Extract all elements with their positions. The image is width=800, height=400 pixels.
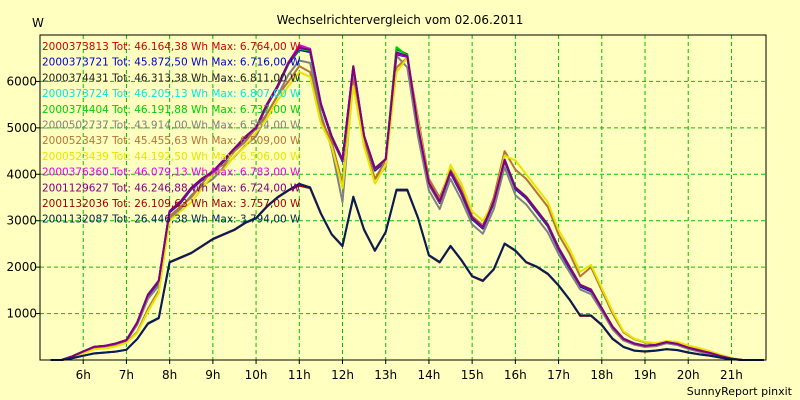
chart-title: Wechselrichtervergleich vom 02.06.2011 (277, 13, 524, 27)
series-lines (50, 44, 764, 361)
legend-entry: 2001132036 Tot: 26.109,63 Wh Max: 3.757,… (42, 198, 301, 210)
y-tick-label: 6000 (6, 74, 37, 88)
x-tick-label: 12h (331, 368, 354, 382)
legend-entry: 2000523439 Tot: 44.192,50 Wh Max: 6.506,… (42, 151, 301, 163)
x-tick-label: 15h (461, 368, 484, 382)
x-tick-label: 7h (119, 368, 134, 382)
legend-entry: 2000374404 Tot: 46.191,88 Wh Max: 6.737,… (42, 104, 301, 116)
legend-entry: 2000374431 Tot: 46.313,38 Wh Max: 6.811,… (42, 72, 301, 84)
y-tick-label: 5000 (6, 121, 37, 135)
x-tick-label: 19h (634, 368, 657, 382)
x-tick-label: 18h (590, 368, 613, 382)
legend-entry: 2000373724 Tot: 46.205,13 Wh Max: 6.807,… (42, 88, 301, 100)
legend-entry: 2000373721 Tot: 45.872,50 Wh Max: 6.716,… (42, 57, 301, 69)
plot-frame (39, 34, 767, 361)
y-tick-label: 2000 (6, 260, 37, 274)
x-tick-label: 6h (76, 368, 91, 382)
x-tick-label: 9h (205, 368, 220, 382)
x-tick-label: 17h (547, 368, 570, 382)
series-line-10 (50, 46, 764, 361)
x-tick-label: 21h (720, 368, 743, 382)
legend-entry: 2001129627 Tot: 46.246,88 Wh Max: 6.724,… (42, 182, 301, 194)
y-tick-label: 1000 (6, 307, 37, 321)
footer-credit: SunnyReport pinxit (687, 385, 793, 398)
y-axis-label: W (32, 16, 44, 30)
series-line-12 (50, 182, 764, 361)
y-tick-label: 3000 (6, 214, 37, 228)
legend: 2000373813 Tot: 46.164,38 Wh Max: 6.764,… (42, 41, 301, 226)
y-tick-label: 4000 (6, 167, 37, 181)
legend-entry: 2001132087 Tot: 26.446,38 Wh Max: 3.794,… (42, 214, 301, 226)
series-line-11 (50, 184, 764, 361)
axis-ticks: 6h 7h 8h 9h 10h 11h 12h 13h 14h 15h 16h 17h 18h 19h 20… (6, 74, 742, 382)
x-tick-label: 11h (288, 368, 311, 382)
x-tick-label: 16h (504, 368, 527, 382)
legend-entry: 2000373813 Tot: 46.164,38 Wh Max: 6.764,… (42, 41, 301, 53)
x-tick-label: 14h (417, 368, 440, 382)
x-tick-label: 20h (677, 368, 700, 382)
x-tick-label: 13h (374, 368, 397, 382)
x-tick-label: 8h (162, 368, 177, 382)
legend-entry: 2000523437 Tot: 45.455,63 Wh Max: 6.509,… (42, 135, 301, 147)
x-tick-label: 10h (245, 368, 268, 382)
legend-entry: 2000376360 Tot: 46.079,13 Wh Max: 6.783,… (42, 167, 301, 179)
legend-entry: 2000502737 Tot: 43.914,00 Wh Max: 6.554,… (42, 120, 301, 132)
